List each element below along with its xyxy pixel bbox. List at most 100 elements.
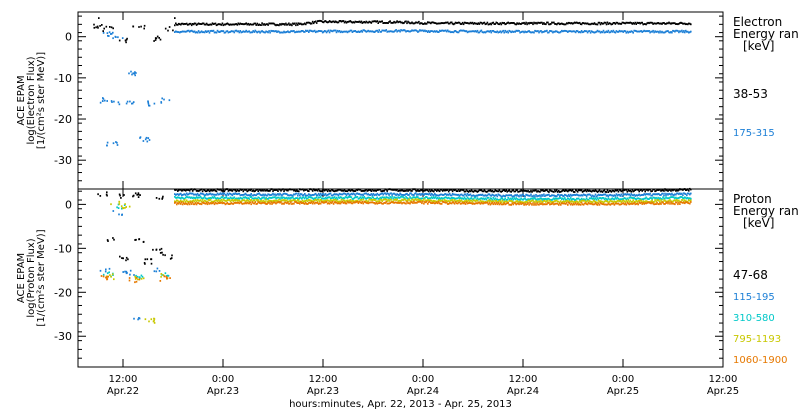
data-point [597,198,600,201]
data-point [429,197,431,200]
data-point [511,197,513,200]
data-point [602,189,605,192]
data-point [399,199,401,202]
data-point [346,21,349,23]
data-point [286,193,288,196]
data-point [601,22,604,25]
x-tick-date: Apr.22 [107,386,139,397]
data-point [288,196,290,199]
data-point [634,195,636,197]
data-point [256,198,258,200]
data-point [206,200,209,203]
data-point [518,22,520,25]
legend-title-line: Proton [733,192,772,206]
data-point [655,193,657,195]
data-point [156,267,159,270]
data-point [316,20,319,22]
data-point [590,195,593,198]
data-point [374,30,376,33]
data-point [584,194,587,196]
data-point [276,31,278,33]
data-point [148,104,150,107]
data-point [681,188,683,191]
data-point [197,22,200,25]
data-point [487,193,490,196]
data-point [507,190,509,192]
data-point [376,20,378,22]
data-point [293,189,295,192]
data-point [184,201,187,203]
data-point [354,194,357,197]
data-point [237,192,240,195]
data-point [415,196,417,199]
data-point [595,198,598,201]
data-point [546,203,548,206]
data-point [626,201,629,204]
data-point [198,196,201,199]
data-point [382,22,384,24]
data-point [186,200,189,203]
data-point [225,202,228,205]
data-point [183,30,186,33]
data-point [620,193,623,196]
data-point [180,192,182,195]
data-point [414,202,416,204]
data-point [628,193,631,196]
data-point [615,30,618,32]
data-point [574,189,577,191]
data-point [213,193,216,196]
data-point [369,194,372,196]
data-point [504,190,506,192]
data-point [565,189,567,192]
data-point [626,30,629,33]
data-point [152,248,154,251]
data-point [183,189,186,192]
data-point [551,190,553,193]
data-point [593,31,596,34]
data-point [218,188,221,191]
data-point [216,29,219,32]
data-point [494,203,497,206]
data-point [314,31,317,34]
data-point [494,199,497,202]
data-point [304,22,306,25]
data-point [437,200,439,203]
data-point [496,190,499,193]
data-point [515,29,517,32]
data-point [690,188,692,191]
data-point [355,199,358,202]
data-point [687,30,689,33]
data-point [671,188,673,191]
data-point [221,190,224,192]
data-point [384,198,386,201]
data-point [353,197,356,199]
data-point [644,23,646,25]
data-point [491,22,494,24]
data-point [239,196,242,199]
data-point [288,22,290,25]
data-point [337,202,340,205]
data-point [648,188,650,191]
data-point [677,200,679,202]
data-point [569,193,572,196]
data-point [455,200,458,202]
data-point [543,203,545,205]
data-point [484,200,487,203]
data-point [374,189,376,192]
data-point [272,202,274,204]
data-point [566,22,568,25]
data-point [354,201,357,204]
data-point [602,22,605,25]
data-point [444,21,447,24]
data-point [209,23,212,26]
data-point [355,31,358,33]
data-point [575,203,578,206]
data-point [289,188,291,191]
data-point [561,29,563,32]
data-point [319,202,322,205]
data-point [578,21,581,24]
data-point [549,203,551,206]
data-point [137,193,140,196]
data-point [500,201,503,204]
data-point [312,198,315,200]
